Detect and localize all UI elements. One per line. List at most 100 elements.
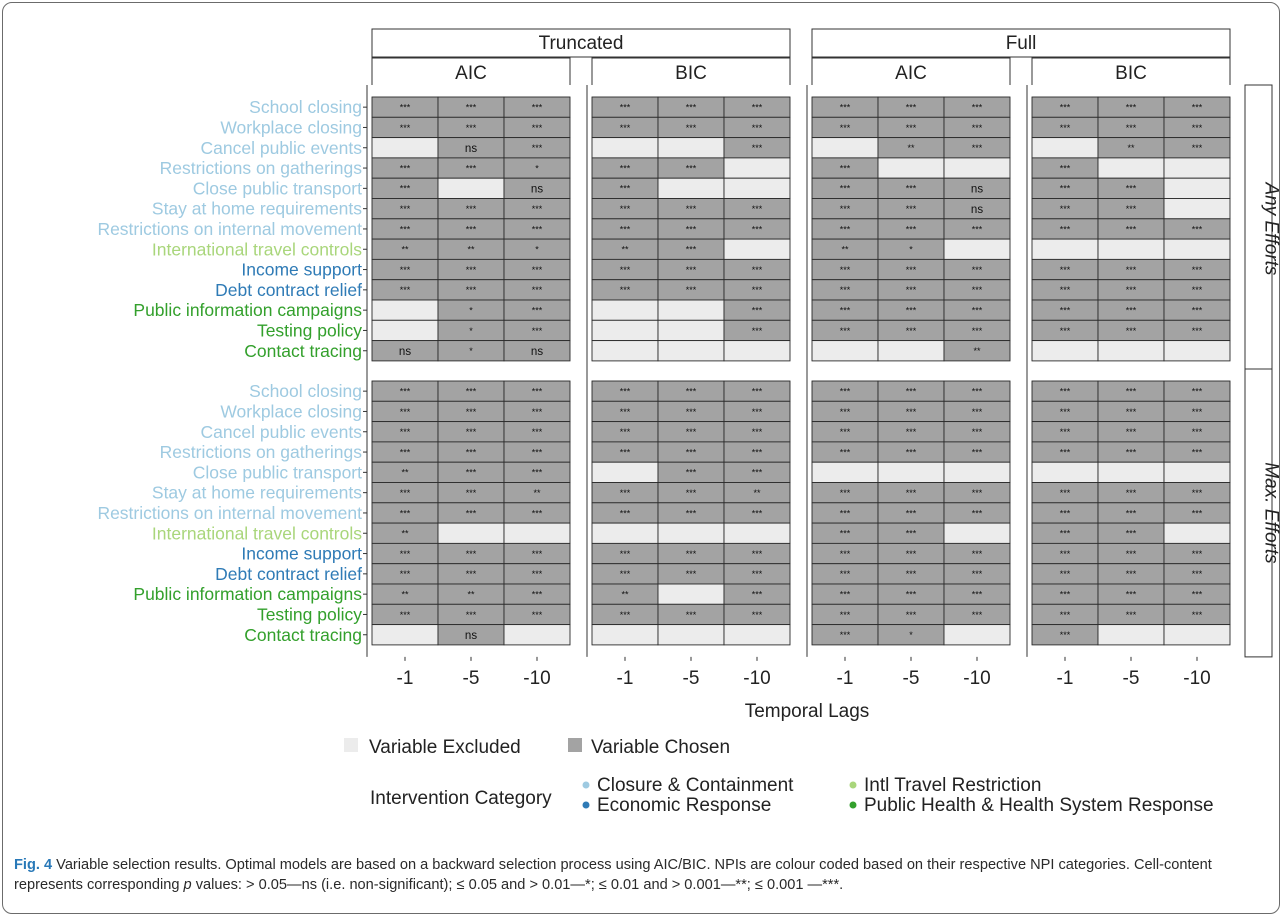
cell-value-label: *** [400,427,411,437]
heatmap-cell [657,177,725,199]
x-tick-label: -5 [1123,668,1140,689]
cell-value-label: *** [1060,306,1071,316]
cell-value-label: *** [840,590,851,600]
cell-value-label: *** [752,549,763,559]
cell-value-label: *** [752,610,763,620]
cell-value-label: *** [906,549,917,559]
heatmap-cell [1163,238,1231,260]
x-tick-label: -10 [1183,668,1210,689]
heatmap-cell [1097,624,1165,646]
x-tick-label: -5 [463,668,480,689]
cell-value-label: *** [400,610,411,620]
group-strip [811,28,1231,58]
cell-value-label: *** [532,143,543,153]
cell-value-label: *** [532,123,543,133]
cell-value-label: *** [466,224,477,234]
heatmap-cell [371,137,439,159]
row-label: Income support [241,544,362,564]
cell-value-label: *** [1060,204,1071,214]
heatmap-cell [371,299,439,321]
cell-value-label: *** [972,143,983,153]
cell-value-label: *** [1060,326,1071,336]
heatmap-cell [503,624,571,646]
cell-value-label: *** [840,204,851,214]
heatmap-cell [1163,624,1231,646]
cell-value-label: *** [752,427,763,437]
cell-value-label: *** [906,103,917,113]
row-strip [1244,84,1273,374]
x-tick-label: -10 [523,668,550,689]
cell-value-label: *** [400,407,411,417]
cell-value-label: *** [532,447,543,457]
cell-value-label: *** [752,306,763,316]
cell-value-label: *** [532,103,543,113]
cell-value-label: *** [752,569,763,579]
cell-value-label: *** [466,163,477,173]
cell-value-label: *** [906,204,917,214]
cell-value-label: *** [906,427,917,437]
heatmap-cell [811,461,879,483]
heatmap-cell [1097,461,1165,483]
row-label: Public information campaigns [133,584,362,604]
cell-value-label: *** [1192,143,1203,153]
cell-value-label: *** [1060,265,1071,275]
cell-value-label: *** [906,508,917,518]
cell-value-label: *** [620,184,631,194]
cell-value-label: *** [620,103,631,113]
heatmap-cell [657,340,725,362]
cell-value-label: *** [400,184,411,194]
heatmap-cell [723,238,791,260]
cell-value-label: *** [466,265,477,275]
heatmap-cell [1097,238,1165,260]
cell-value-label: *** [466,285,477,295]
heatmap-cell [1163,522,1231,544]
heatmap-cell [503,340,571,362]
cell-value-label: *** [840,508,851,518]
row-label: School closing [249,381,362,401]
cell-value-label: *** [466,103,477,113]
cell-value-label: *** [752,590,763,600]
cell-value-label: *** [620,508,631,518]
cell-value-label: *** [400,103,411,113]
heatmap-cell [811,137,879,159]
row-label: Stay at home requirements [152,199,362,219]
cell-value-label: ** [621,590,629,600]
x-tick-label: -5 [903,668,920,689]
row-label: Income support [241,260,362,280]
cell-value-label: *** [972,590,983,600]
cell-value-label: *** [1060,285,1071,295]
cell-value-label: *** [1060,407,1071,417]
cell-value-label: *** [906,326,917,336]
cell-value-label: *** [972,103,983,113]
cell-value-label: *** [400,549,411,559]
x-tick-label: -1 [617,668,634,689]
heatmap-cell [591,461,659,483]
heatmap-cell [591,340,659,362]
cell-value-label: *** [400,508,411,518]
cell-value-label: *** [752,103,763,113]
heatmap-cell [1031,137,1099,159]
cell-value-label: *** [1060,590,1071,600]
cell-value-label: *** [840,326,851,336]
cell-value-label: *** [906,306,917,316]
cell-value-label: *** [1126,184,1137,194]
x-tick-label: -5 [683,668,700,689]
cell-value-label: * [469,326,473,336]
cell-value-label: *** [1192,306,1203,316]
cell-value-label: *** [466,549,477,559]
caption-p-symbol: p [183,877,192,893]
cell-value-label: *** [752,508,763,518]
row-strip-label: Max. Efforts [1261,462,1282,564]
cell-value-label: *** [840,285,851,295]
row-label: School closing [249,97,362,117]
cell-value-label: *** [466,407,477,417]
cell-value-label: *** [686,569,697,579]
cell-value-label: *** [1060,569,1071,579]
row-label: Cancel public events [201,138,363,158]
heatmap-cell [371,319,439,342]
cell-value-label: ** [841,245,849,255]
x-tick-label: -10 [963,668,990,689]
cell-value-label: *** [620,204,631,214]
cell-value-label: *** [1192,387,1203,397]
